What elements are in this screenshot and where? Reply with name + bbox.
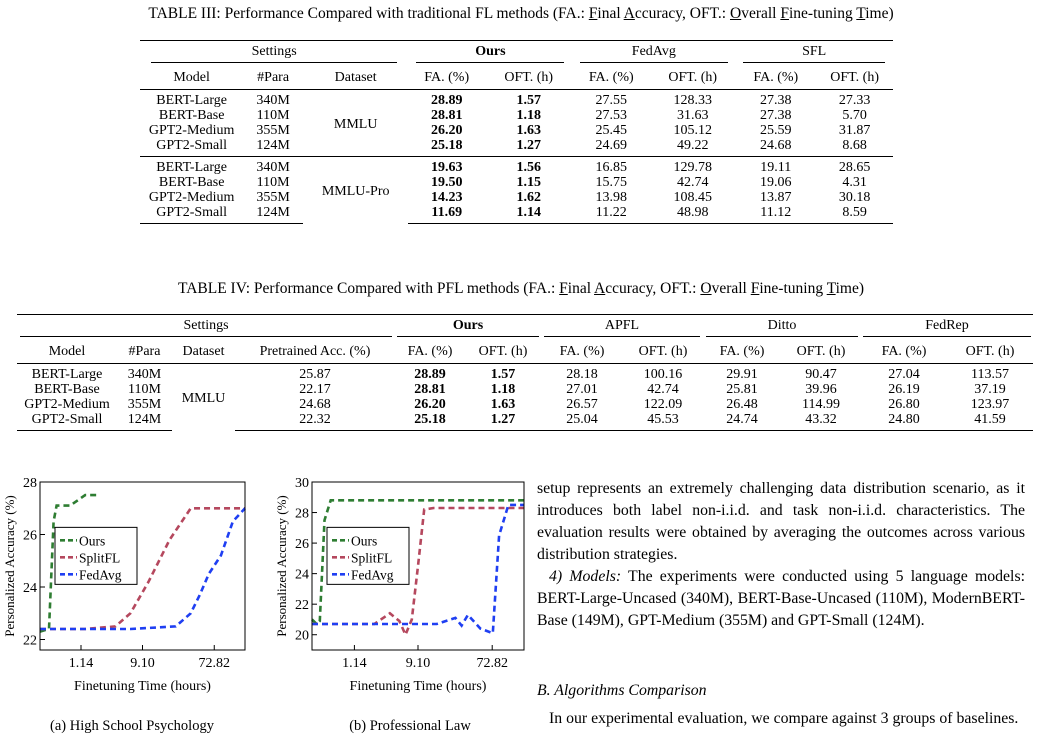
col-header: Model	[48, 343, 86, 359]
col-header: FA. (%)	[881, 343, 927, 359]
table-row: GPT2-Small 124M 22.32 25.18 1.27 25.04 45.5…	[17, 412, 1033, 431]
col-header: OFT. (h)	[668, 69, 718, 85]
col-header: FA. (%)	[559, 343, 605, 359]
settings-header: Settings	[151, 44, 398, 63]
legend-label: Ours	[351, 533, 377, 548]
ditto-header: Ditto	[706, 318, 858, 337]
y-tick-label: 22	[23, 634, 37, 649]
x-tick-label: 1.14	[342, 656, 367, 671]
col-header: OFT. (h)	[504, 69, 554, 85]
table-row: BERT-Large 340M MMLU 28.89 1.57 27.55 128.3…	[140, 89, 893, 157]
fedavg-header: FedAvg	[579, 44, 728, 63]
x-axis-label: Finetuning Time (hours)	[350, 679, 487, 694]
plot-frame	[39, 481, 246, 651]
y-tick-label: 28	[23, 476, 37, 491]
y-tick-label: 30	[295, 476, 309, 491]
subcaption-b: (b) Professional Law	[349, 718, 471, 734]
plot-frame	[311, 481, 525, 651]
table-row: GPT2-Medium 355M 14.23 1.62 13.98 108.45 13…	[148, 190, 871, 205]
chart-high-school-psychology: Personalized Accuracy (%) Finetuning Time…	[2, 476, 246, 694]
dataset-cell: MMLU-Pro	[302, 156, 409, 224]
y-tick-label: 20	[295, 629, 309, 644]
table-row: GPT2-Medium 355M 26.20 1.63 25.45 105.12 25…	[148, 123, 871, 138]
y-axis-label: Personalized Accuracy (%)	[274, 495, 289, 637]
subcaption-a: (a) High School Psychology	[50, 718, 214, 734]
y-tick-label: 26	[295, 537, 309, 552]
col-header: FA. (%)	[424, 69, 470, 85]
ours-header: Ours	[397, 318, 539, 337]
series-line-fedavg	[312, 503, 524, 636]
table3: Settings Ours FedAvg SFL Model #Para Dat…	[140, 40, 893, 224]
col-header: Dataset	[334, 69, 377, 85]
col-header: FA. (%)	[753, 69, 799, 85]
col-header: OFT. (h)	[638, 343, 688, 359]
x-axis-label: Finetuning Time (hours)	[74, 679, 211, 694]
x-tick-label: 72.82	[199, 656, 231, 671]
table4-caption: TABLE IV: Performance Compared with PFL …	[177, 280, 865, 297]
x-tick-label: 9.10	[130, 656, 155, 671]
section-heading: B. Algorithms Comparison	[537, 682, 707, 699]
models-label: 4) Models:	[549, 568, 622, 585]
col-header: FA. (%)	[588, 69, 634, 85]
apfl-header: APFL	[544, 318, 700, 337]
col-header: FA. (%)	[719, 343, 765, 359]
table-row: BERT-Base 110M 28.81 1.18 27.53 31.63 27.38…	[158, 108, 867, 123]
col-header: OFT. (h)	[965, 343, 1015, 359]
table-row: BERT-Large 340M MMLU 25.87 28.89 1.57 28.1…	[17, 363, 1033, 431]
table-row: GPT2-Small 124M 11.69 1.14 11.22 48.98 11.1…	[140, 205, 893, 224]
table-row: BERT-Base 110M 22.17 28.81 1.18 27.01 42.74…	[34, 382, 1006, 397]
legend-label: SplitFL	[79, 550, 120, 565]
col-header: OFT. (h)	[478, 343, 528, 359]
col-header: #Para	[257, 69, 290, 85]
ours-header: Ours	[416, 44, 565, 63]
col-header: OFT. (h)	[796, 343, 846, 359]
dataset-cell: MMLU	[172, 363, 235, 431]
y-tick-label: 22	[295, 598, 309, 613]
y-axis-label: Personalized Accuracy (%)	[2, 495, 17, 637]
table-row: GPT2-Small 124M 25.18 1.27 24.69 49.22 24.6…	[156, 138, 867, 153]
body-text-column: setup represents an extremely challengin…	[537, 478, 1025, 632]
col-header: OFT. (h)	[830, 69, 879, 85]
x-tick-label: 9.10	[406, 656, 431, 671]
settings-header: Settings	[20, 318, 392, 337]
col-header: #Para	[128, 343, 161, 359]
chart-professional-law: Personalized Accuracy (%) Finetuning Time…	[274, 476, 525, 694]
table4-column-headers: Model #Para Dataset Pretrained Acc. (%) …	[17, 339, 1033, 364]
legend-label: Ours	[79, 533, 105, 548]
paragraph: setup represents an extremely challengin…	[537, 480, 1025, 563]
sfl-header: SFL	[743, 44, 886, 63]
series-line-splitfl	[312, 506, 524, 638]
x-tick-label: 72.82	[476, 656, 508, 671]
col-header: FA. (%)	[407, 343, 453, 359]
legend-label: FedAvg	[79, 567, 122, 582]
y-tick-label: 26	[23, 529, 37, 544]
paragraph: 4) Models: The experiments were conducte…	[537, 566, 1025, 632]
col-header: Pretrained Acc. (%)	[259, 343, 371, 359]
col-header: Model	[173, 69, 210, 85]
fedrep-header: FedRep	[863, 318, 1031, 337]
col-header: Dataset	[182, 343, 225, 359]
x-tick-label: 1.14	[69, 656, 94, 671]
dataset-cell: MMLU	[302, 89, 409, 157]
table-row: BERT-Large 340M MMLU-Pro 19.63 1.56 16.85 1…	[140, 156, 893, 224]
series-line-splitfl	[40, 506, 245, 631]
paragraph: In our experimental evaluation, we compa…	[549, 710, 1019, 727]
table-row: BERT-Base 110M 19.50 1.15 15.75 42.74 19.06…	[158, 175, 867, 190]
y-tick-label: 24	[295, 568, 309, 583]
series-line-ours	[39, 493, 98, 633]
series-line-fedavg	[40, 507, 246, 631]
models-text: The experiments were conducted using 5 l…	[537, 568, 1025, 629]
table3-caption: TABLE III: Performance Compared with tra…	[148, 5, 894, 22]
y-tick-label: 24	[23, 581, 37, 596]
table4: Settings Ours APFL Ditto FedRep Model #P…	[17, 314, 1033, 431]
table-row: GPT2-Medium 355M 24.68 26.20 1.63 26.57 122…	[24, 397, 1010, 412]
y-tick-label: 28	[295, 507, 309, 522]
series-line-ours	[311, 498, 524, 626]
legend-label: FedAvg	[351, 567, 394, 582]
table3-column-headers: Model #Para Dataset FA. (%) OFT. (h) FA.…	[140, 65, 893, 90]
legend-label: SplitFL	[351, 550, 392, 565]
